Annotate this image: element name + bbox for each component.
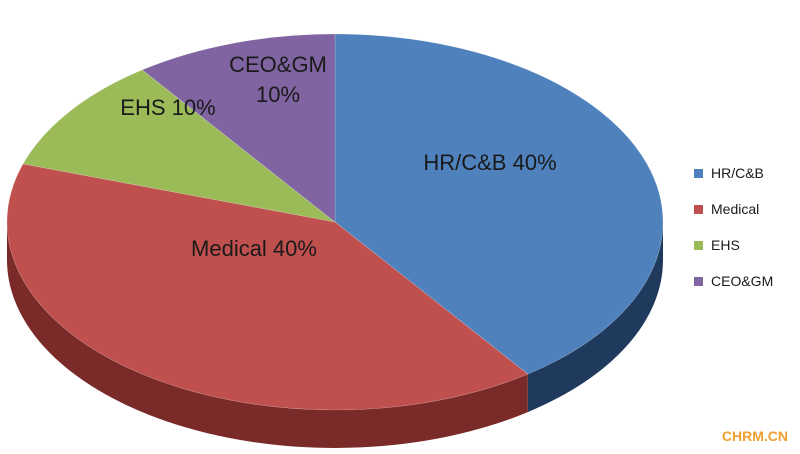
legend-swatch-ceo-gm	[694, 276, 703, 286]
legend-swatch-ehs	[694, 240, 703, 250]
pie-slice-medical	[6, 163, 529, 411]
pie-top-layer	[6, 33, 664, 411]
legend-label-hr-cb: HR/C&B	[711, 165, 764, 181]
slice-label-hr-cb: HR/C&B 40%	[423, 150, 556, 175]
legend-label-ceo-gm: CEO&GM	[711, 273, 774, 289]
pie-slice-hr-c-b	[334, 33, 664, 375]
pie-side-hr-c-b	[527, 222, 663, 413]
legend-item-ceo-gm: CEO&GM	[694, 272, 773, 290]
pie-side-medical	[7, 222, 528, 448]
legend-item-ehs: EHS	[694, 236, 773, 254]
slice-label-ceo-gm-line2: 10%	[256, 82, 300, 107]
legend-item-hr-cb: HR/C&B	[694, 164, 773, 182]
slice-label-ehs: EHS 10%	[120, 95, 215, 120]
legend-label-medical: Medical	[711, 201, 760, 217]
legend-swatch-medical	[694, 204, 703, 214]
slice-label-ceo-gm-line1: CEO&GM	[229, 52, 327, 77]
pie-side-layer	[7, 222, 663, 448]
slice-labels: HR/C&B 40% Medical 40% EHS 10% CEO&GM 10…	[120, 52, 556, 261]
pie-slice-ceo-gm	[141, 33, 336, 223]
pie-slice-ehs	[22, 69, 336, 223]
legend-label-ehs: EHS	[711, 237, 740, 253]
watermark-text: CHRM.CN	[721, 428, 788, 444]
legend-swatch-hr-cb	[694, 168, 703, 178]
chart-legend: HR/C&B Medical EHS CEO&GM	[694, 164, 773, 308]
legend-item-medical: Medical	[694, 200, 773, 218]
slice-label-medical: Medical 40%	[191, 236, 317, 261]
